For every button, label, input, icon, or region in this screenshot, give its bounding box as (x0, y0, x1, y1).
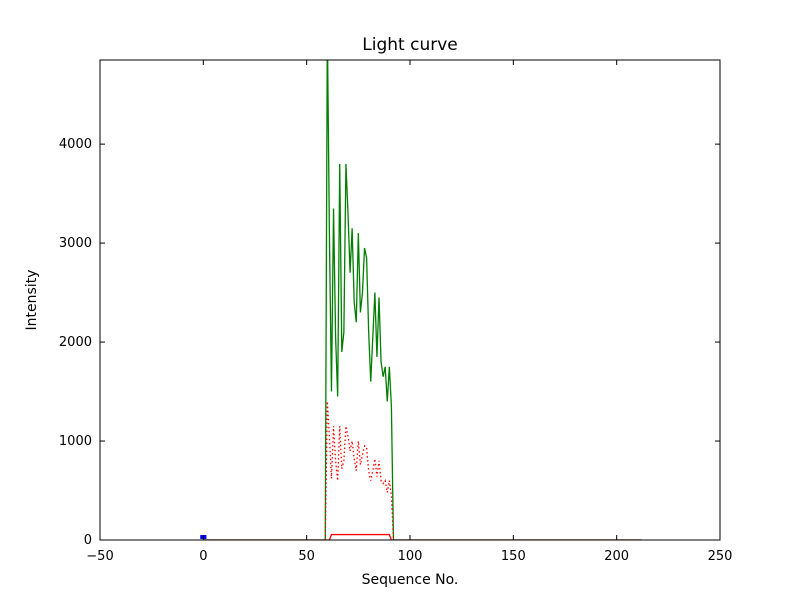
y-tick-label: 0 (84, 533, 92, 548)
y-tick-label: 4000 (59, 137, 92, 152)
chart-title: Light curve (362, 35, 457, 55)
y-tick-label: 1000 (59, 434, 92, 449)
series-baseline-red-solid (203, 533, 642, 540)
plot-area-border (99, 59, 721, 541)
x-tick-label: 200 (604, 549, 629, 564)
series-background-red-dotted (324, 401, 395, 540)
x-axis-label: Sequence No. (362, 572, 459, 588)
x-tick-label: −50 (86, 549, 113, 564)
y-tick-label: 2000 (59, 335, 92, 350)
x-tick-label: 0 (199, 549, 207, 564)
y-axis-label: Intensity (24, 270, 40, 331)
x-tick-label: 250 (708, 549, 733, 564)
series-intensity-green-solid (203, 60, 642, 540)
x-tick-label: 150 (501, 549, 526, 564)
axis-ticks (99, 60, 721, 541)
x-tick-label: 50 (298, 549, 315, 564)
y-tick-label: 3000 (59, 236, 92, 251)
series-group (200, 60, 642, 540)
x-tick-label: 100 (398, 549, 423, 564)
